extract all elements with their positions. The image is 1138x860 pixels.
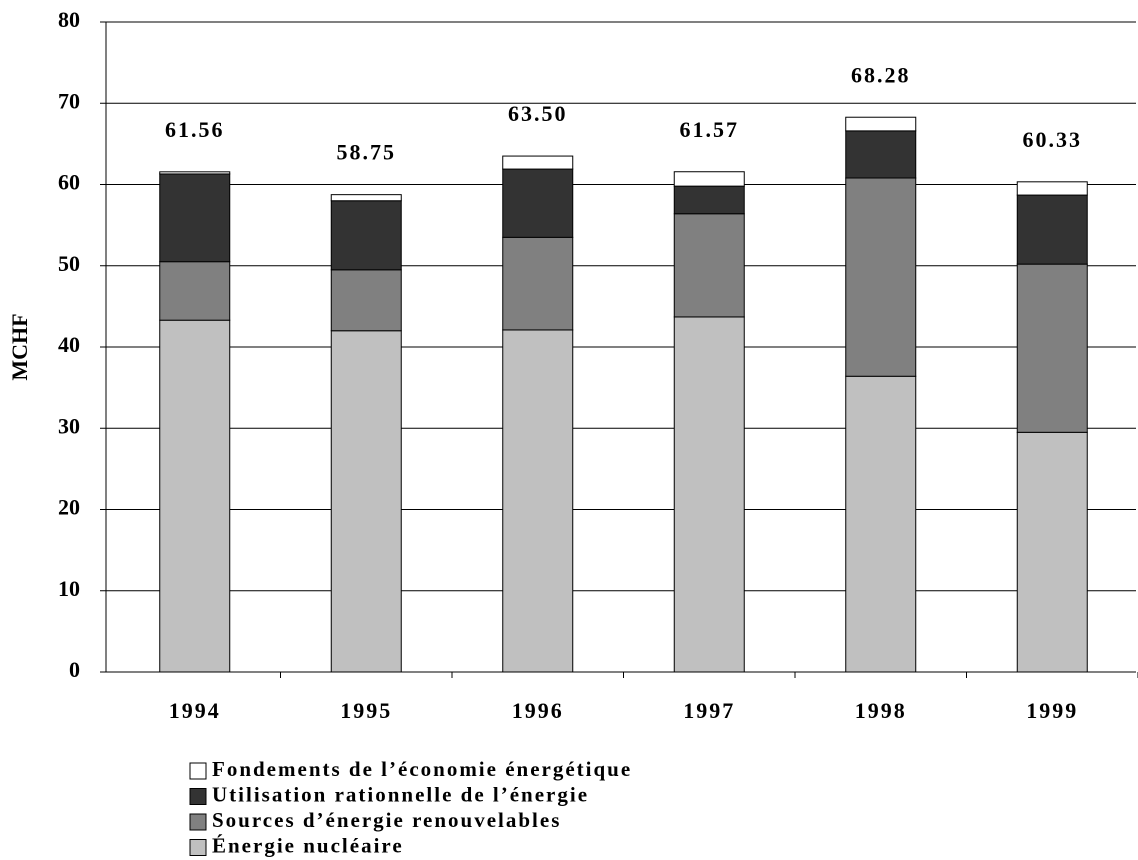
y-tick-label: 0 xyxy=(69,657,80,682)
bar-segment xyxy=(673,316,745,673)
total-label: 61.56 xyxy=(165,117,225,142)
total-label: 68.28 xyxy=(851,62,911,87)
legend-swatch xyxy=(189,762,207,780)
legend-swatch xyxy=(189,788,207,805)
bar-segment xyxy=(502,155,574,170)
bar-segment xyxy=(845,177,917,377)
legend-label: Utilisation rationnelle de l’énergie xyxy=(212,782,589,806)
x-tick-label: 1999 xyxy=(1026,698,1078,723)
legend-swatch xyxy=(189,839,207,856)
y-tick-label: 10 xyxy=(58,576,80,601)
y-axis-label: MCHF xyxy=(7,313,32,380)
x-tick-label: 1996 xyxy=(512,698,564,723)
bar-segment xyxy=(159,173,231,263)
y-tick-label: 80 xyxy=(58,7,80,32)
bar-segment xyxy=(330,269,402,332)
y-tick-label: 40 xyxy=(58,332,80,357)
bar-segment xyxy=(1016,431,1088,673)
x-tick-label: 1998 xyxy=(855,698,907,723)
bar-segment xyxy=(673,185,745,215)
bar-segment xyxy=(1016,263,1088,433)
legend-label: Sources d’énergie renouvelables xyxy=(212,808,561,832)
total-label: 61.57 xyxy=(680,117,740,142)
bar-segment xyxy=(1016,194,1088,265)
total-label: 60.33 xyxy=(1023,127,1083,152)
bar-segment xyxy=(845,375,917,673)
bar-segment xyxy=(330,194,402,202)
y-tick-label: 70 xyxy=(58,88,80,113)
bar-segment xyxy=(845,116,917,132)
x-tick-label: 1995 xyxy=(340,698,392,723)
bar-segment xyxy=(502,168,574,238)
legend-label: Énergie nucléaire xyxy=(212,833,404,857)
bar-segment xyxy=(845,130,917,179)
legend-swatch xyxy=(189,813,207,831)
bar-segment xyxy=(330,330,402,673)
y-tick-label: 20 xyxy=(58,495,80,520)
bar-segment xyxy=(159,171,231,175)
y-tick-label: 30 xyxy=(58,413,80,438)
bar-segment xyxy=(673,213,745,318)
x-tick-label: 1997 xyxy=(683,698,735,723)
y-tick-label: 60 xyxy=(58,170,80,195)
bar-segment xyxy=(502,329,574,673)
x-tick-label: 1994 xyxy=(169,698,221,723)
bar-segment xyxy=(159,261,231,321)
y-tick-label: 50 xyxy=(58,251,80,276)
total-label: 58.75 xyxy=(337,140,397,165)
bar-segment xyxy=(330,200,402,271)
bar-segment xyxy=(673,171,745,187)
total-label: 63.50 xyxy=(508,101,568,126)
bar-segment xyxy=(1016,181,1088,196)
bar-segment xyxy=(159,319,231,673)
bar-segment xyxy=(502,236,574,331)
legend-label: Fondements de l’économie énergétique xyxy=(212,757,632,781)
